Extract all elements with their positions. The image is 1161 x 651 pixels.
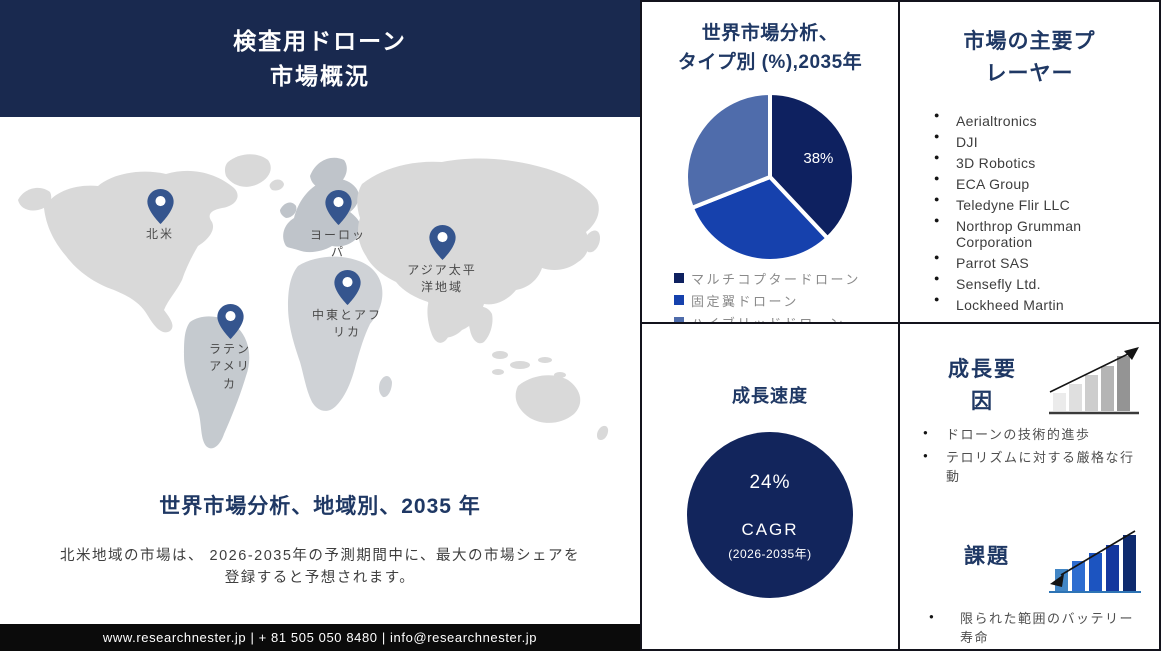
legend-item: ハイブリッドドローン: [674, 313, 898, 322]
regional-analysis-heading: 世界市場分析、地域別、2035 年: [159, 495, 481, 518]
legend-swatch: [674, 295, 684, 305]
region-label: 北米: [145, 227, 174, 241]
panel-key-players: 市場の主要プ レーヤー Aerialtronics DJI 3D Robotics E…: [900, 2, 1159, 322]
page-title: 検査用ドローン 市場概況: [233, 28, 407, 89]
map-marker-asia-pacific: アジア太平洋地域: [407, 225, 477, 297]
landmass-australia: [515, 375, 581, 423]
rising-bar-chart-icon: [1049, 347, 1139, 415]
legend-item: マルチコプタードローン: [674, 269, 898, 288]
landmass-island: [538, 357, 552, 363]
key-player-item: Aerialtronics: [932, 110, 1153, 129]
growth-drivers-header: 成長要 因: [912, 338, 1147, 417]
landmass-asia: [357, 158, 599, 338]
landmass-madagascar: [379, 376, 392, 398]
key-players-list: Aerialtronics DJI 3D Robotics ECA Group Tele…: [900, 110, 1159, 313]
pie-slice-0: [768, 91, 856, 241]
pie-slice-1: [689, 175, 830, 263]
left-pane: 検査用ドローン 市場概況: [0, 0, 640, 651]
growth-drivers-title: 成長要 因: [948, 358, 1017, 413]
legend-label: 固定翼ドローン: [691, 294, 799, 309]
cagr-value: 24%: [749, 472, 791, 493]
panel-type-share: 世界市場分析、 タイプ別 (%),2035年 38% マルチコプタードローン 固定…: [642, 2, 898, 322]
landmass-island: [492, 351, 508, 359]
key-player-item: Sensefly Ltd.: [932, 273, 1153, 292]
pie-chart-title: 世界市場分析、 タイプ別 (%),2035年: [677, 23, 863, 73]
pie-data-label: 38%: [803, 150, 833, 167]
pie-slice-2: [684, 91, 772, 210]
growth-rate-title: 成長速度: [732, 386, 808, 406]
blue-bar-chart-arrow-icon: [1049, 529, 1141, 593]
location-pin-icon: [428, 225, 456, 260]
landmass-scandinavia: [310, 157, 347, 189]
map-marker-europe: ヨーロッパ: [303, 190, 373, 262]
legend-swatch: [674, 317, 684, 322]
legend-label: ハイブリッドドローン: [691, 313, 845, 322]
landmass-south-america: [184, 316, 250, 449]
world-map: [18, 154, 609, 449]
landmass-japan: [585, 230, 600, 253]
growth-driver-item: テロリズムに対する厳格な行動: [920, 448, 1147, 487]
legend-item: 固定翼ドローン: [674, 291, 898, 310]
key-players-title: 市場の主要プ レーヤー: [963, 30, 1096, 85]
location-pin-icon: [324, 190, 352, 225]
cagr-kpi-circle: 24% CAGR (2026-2035年): [687, 432, 853, 598]
challenge-item: 限られた範囲のバッテリー寿命: [926, 609, 1147, 648]
landmass-india: [427, 295, 459, 343]
key-player-item: 3D Robotics: [932, 152, 1153, 171]
key-player-item: Northrop Grumman Corporation: [932, 215, 1153, 250]
landmass-alaska: [18, 187, 52, 211]
pie-legend: マルチコプタードローン固定翼ドローンハイブリッドドローン: [674, 269, 898, 322]
map-marker-north-america: 北米: [125, 189, 195, 243]
landmass-island: [510, 361, 530, 369]
region-label: ラテンアメリカ: [208, 342, 251, 391]
map-marker-latin-america: ラテンアメリカ: [195, 304, 265, 393]
region-label: アジア太平洋地域: [407, 263, 477, 295]
challenges-title: 課題: [964, 544, 1010, 568]
growth-driver-item: ドローンの技術的進歩: [920, 425, 1147, 445]
key-player-item: DJI: [932, 131, 1153, 150]
legend-swatch: [674, 273, 684, 283]
legend-label: マルチコプタードローン: [691, 272, 861, 287]
growth-drivers-list: ドローンの技術的進歩テロリズムに対する厳格な行動: [912, 425, 1147, 487]
world-map-section: 北米 ヨーロッパ アジア太平洋地域: [0, 150, 640, 472]
landmass-se-asia: [468, 306, 493, 344]
region-label: ヨーロッパ: [309, 228, 366, 260]
key-player-item: ECA Group: [932, 173, 1153, 192]
title-banner: 検査用ドローン 市場概況: [0, 0, 640, 117]
landmass-north-america: [44, 170, 238, 333]
landmass-africa: [288, 256, 383, 411]
location-pin-icon: [333, 270, 361, 305]
challenges-header: 課題: [912, 517, 1147, 597]
panel-drivers-challenges: 成長要 因 ドローンの技術的進歩テロリズムに対する厳格な行動 課題: [900, 324, 1159, 649]
cagr-metric-label: CAGR: [741, 520, 799, 539]
map-marker-middle-east-africa: 中東とアフリカ: [312, 270, 382, 342]
cagr-period: (2026-2035年): [728, 547, 812, 561]
landmass-greenland: [224, 154, 271, 187]
key-player-item: Teledyne Flir LLC: [932, 194, 1153, 213]
challenges-list: 限られた範囲のバッテリー寿命熟練したユーザーとトレーニングの不足: [912, 609, 1147, 650]
panel-growth-rate: 成長速度 24% CAGR (2026-2035年): [642, 324, 898, 649]
right-pane: 世界市場分析、 タイプ別 (%),2035年 38% マルチコプタードローン 固定…: [640, 0, 1161, 651]
type-share-pie-chart: 38%: [684, 91, 856, 263]
region-label: 中東とアフリカ: [312, 308, 383, 340]
location-pin-icon: [146, 189, 174, 224]
landmass-iceland: [269, 179, 284, 191]
landmass-new-zealand: [596, 425, 609, 441]
location-pin-icon: [216, 304, 244, 339]
regional-analysis-description: 北米地域の市場は、 2026-2035年の予測期間中に、最大の市場シェアを登録す…: [60, 548, 580, 587]
footer-contact-text[interactable]: www.researchnester.jp | + 81 505 050 848…: [102, 630, 538, 645]
landmass-island: [492, 369, 504, 375]
landmass-uk: [280, 202, 297, 218]
key-player-item: Parrot SAS: [932, 252, 1153, 271]
key-player-item: Lockheed Martin: [932, 294, 1153, 313]
footer-bar: www.researchnester.jp | + 81 505 050 848…: [0, 624, 640, 651]
